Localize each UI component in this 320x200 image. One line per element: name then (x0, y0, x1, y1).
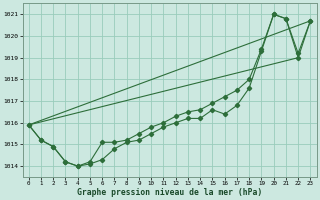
X-axis label: Graphe pression niveau de la mer (hPa): Graphe pression niveau de la mer (hPa) (77, 188, 262, 197)
